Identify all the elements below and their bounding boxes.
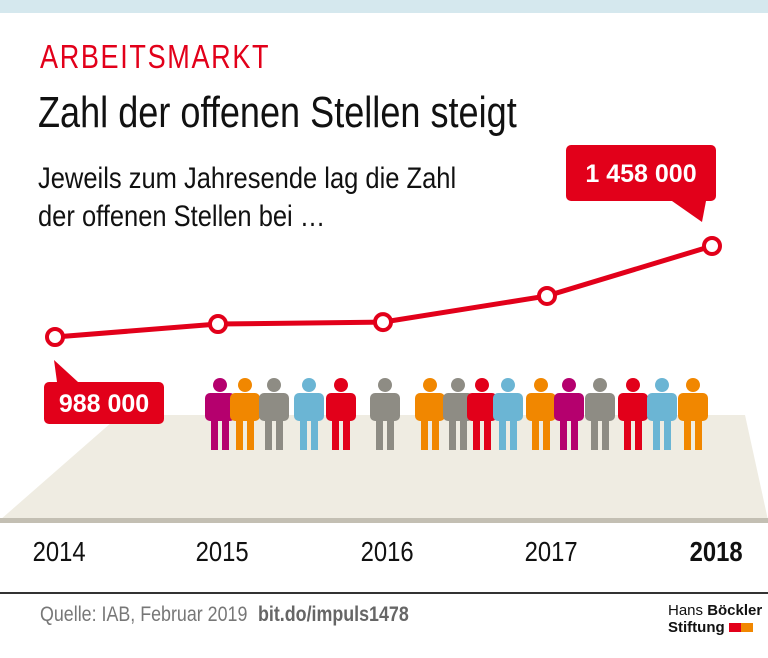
person-icon	[230, 378, 260, 450]
source: Quelle: IAB, Februar 2019	[40, 603, 248, 626]
person-icon	[259, 378, 289, 450]
data-point	[702, 236, 722, 257]
page-title: Zahl der offenen Stellen steigt	[38, 88, 517, 137]
person-icon	[618, 378, 648, 450]
callout-tail	[672, 201, 706, 222]
person-icon	[467, 378, 497, 450]
person-icon	[205, 378, 235, 450]
callout-box	[44, 382, 164, 424]
top-bar	[0, 0, 768, 13]
x-tick-label: 2014	[32, 536, 86, 567]
subtitle: Jeweils zum Jahresende lag die Zahl der o…	[38, 160, 456, 236]
data-point	[537, 285, 557, 306]
logo-text: Hans	[668, 602, 708, 619]
data-point	[208, 314, 228, 335]
data-label: 1 458 000	[585, 160, 696, 188]
divider	[0, 592, 768, 594]
data-point	[373, 312, 393, 333]
data-label: 988 000	[59, 390, 149, 418]
subtitle-line: der offenen Stellen bei …	[38, 200, 326, 233]
person-icon	[443, 378, 473, 450]
logo-text: Stiftung	[668, 619, 725, 636]
person-icon	[678, 378, 708, 450]
x-tick-label: 2018	[689, 536, 743, 567]
floor	[0, 415, 768, 520]
person-icon	[493, 378, 523, 450]
person-icon	[294, 378, 324, 450]
subtitle-line: Jeweils zum Jahresende lag die Zahl	[38, 162, 457, 195]
person-icon	[585, 378, 615, 450]
logo-mark	[728, 623, 741, 632]
person-icon	[554, 378, 584, 450]
x-tick-label: 2015	[195, 536, 249, 567]
logo: Hans Böckler Stiftung	[668, 602, 762, 636]
person-icon	[415, 378, 445, 450]
logo-text: Böckler	[707, 602, 763, 619]
person-icon	[370, 378, 400, 450]
callout-tail	[54, 360, 78, 382]
x-tick-label: 2016	[360, 536, 414, 567]
x-tick-label: 2017	[524, 536, 578, 567]
callout-box	[566, 145, 716, 201]
person-icon	[526, 378, 556, 450]
floor-edge	[0, 518, 768, 523]
person-icon	[647, 378, 677, 450]
logo-mark	[740, 623, 753, 632]
data-point	[45, 327, 65, 347]
kicker: ARBEITSMARKT	[40, 38, 271, 75]
person-icon	[326, 378, 356, 450]
source-link[interactable]: bit.do/impuls1478	[258, 603, 409, 626]
